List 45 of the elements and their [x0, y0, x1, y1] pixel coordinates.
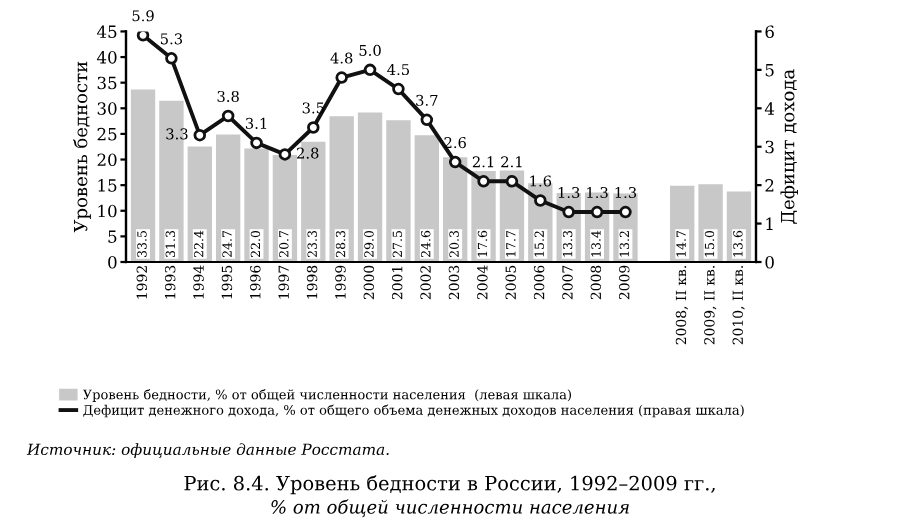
y-axis-title: Уровень бедности [73, 61, 91, 233]
point [477, 175, 490, 188]
bar [329, 116, 354, 262]
point [590, 205, 604, 219]
bar [386, 120, 411, 262]
point [335, 71, 348, 84]
bar [130, 89, 156, 262]
y-tick-label: 35 [97, 76, 117, 90]
y-tick-label: 45 [96, 25, 117, 39]
point [505, 175, 519, 188]
y2-axis-title: Дефицит дохода [780, 69, 798, 224]
y-tick-label: 40 [96, 51, 117, 64]
text: % от общей численности населения [271, 499, 629, 518]
point [363, 63, 377, 77]
y2-tick-label: 0 [765, 255, 774, 269]
point [193, 128, 207, 142]
y-tick-label: 15 [98, 179, 117, 192]
point [165, 52, 178, 65]
bar [244, 148, 269, 262]
y-tick-label: 0 [108, 255, 117, 269]
bar [159, 100, 184, 262]
y-tick-label: 30 [97, 102, 117, 115]
point [392, 82, 405, 96]
bar [357, 112, 383, 262]
y-tick-label: 5 [108, 230, 117, 243]
y-tick-label: 20 [97, 153, 117, 167]
y2-tick-label: 5 [765, 64, 774, 77]
y2-tick-label: 6 [765, 25, 774, 39]
point [221, 109, 235, 123]
point [534, 194, 547, 207]
y2-tick-label: 2 [765, 179, 774, 192]
point [420, 113, 434, 127]
y2-tick-label: 4 [764, 102, 775, 115]
point [278, 148, 292, 161]
text: Рис. 8.4. Уровень бедности в России, 1992–2009 гг., [184, 475, 715, 495]
y-tick-label: 10 [98, 204, 117, 218]
point [448, 155, 462, 169]
y2-tick-label: 1 [766, 217, 773, 230]
point [136, 31, 150, 42]
point [619, 205, 632, 219]
y2-tick-label: 3 [765, 140, 774, 154]
point [250, 136, 263, 150]
point [562, 205, 575, 219]
y-tick-label: 25 [97, 127, 117, 141]
point [307, 121, 320, 134]
